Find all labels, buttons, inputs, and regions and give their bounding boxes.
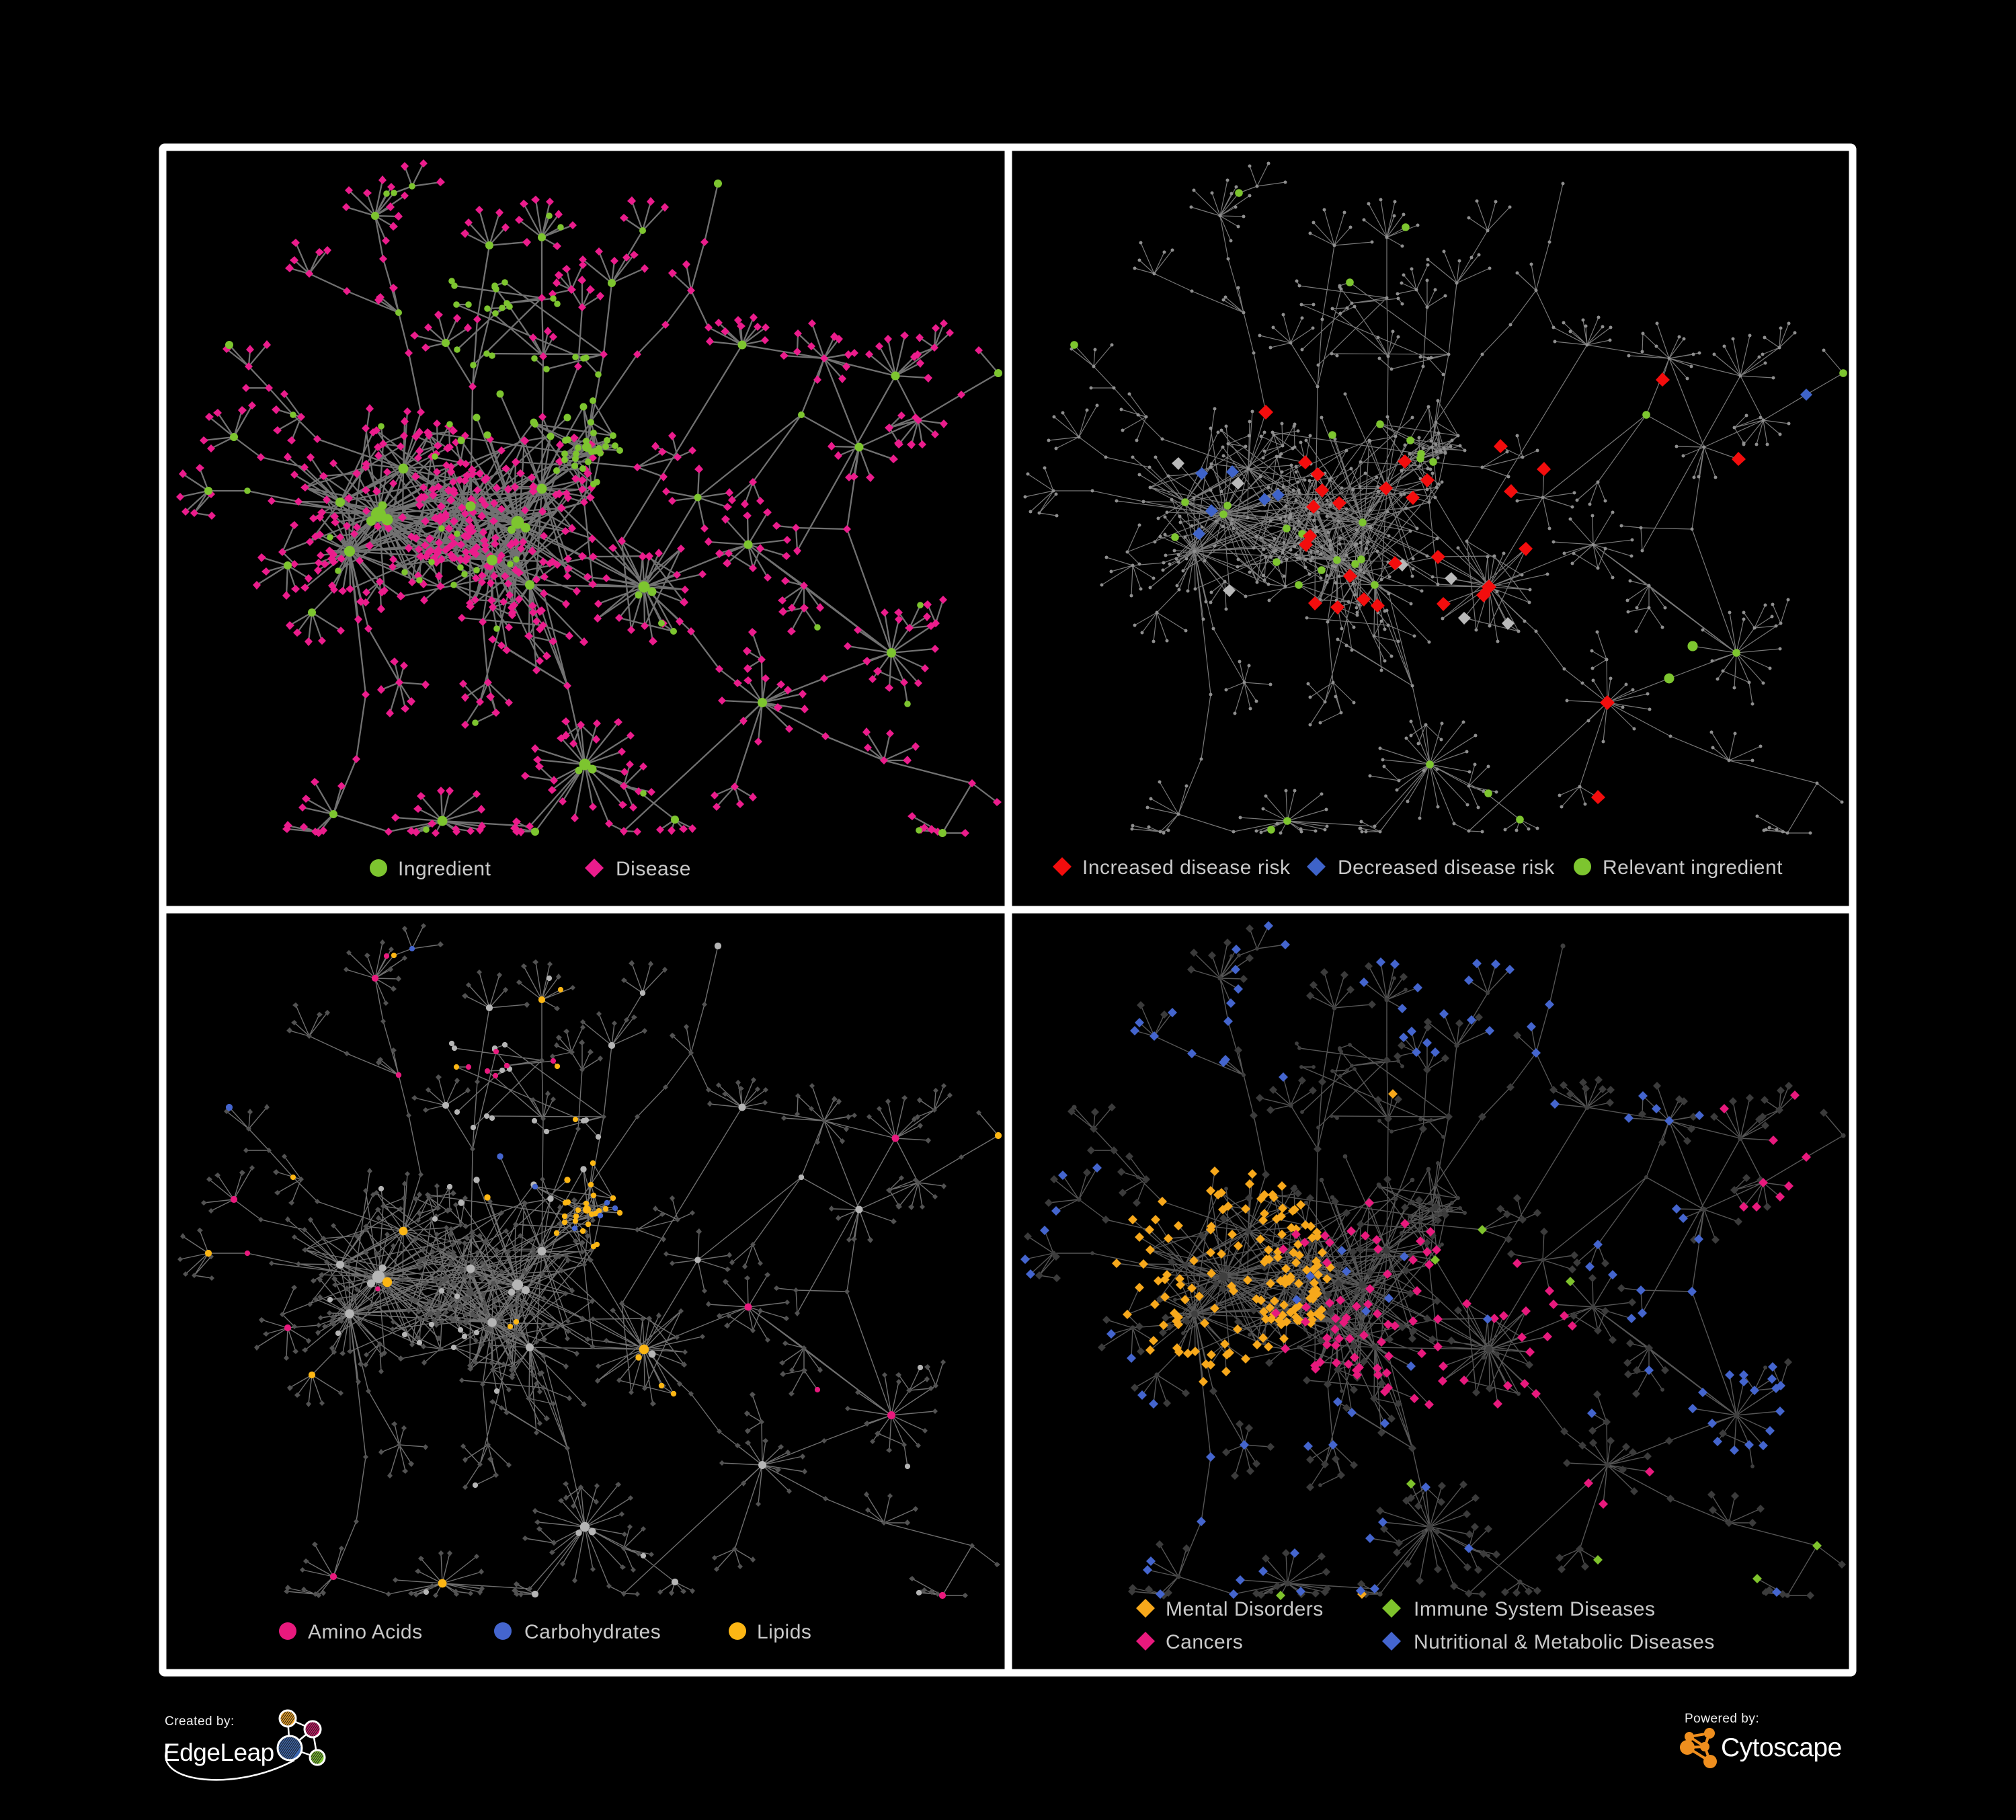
- svg-text:Amino Acids: Amino Acids: [308, 1621, 423, 1643]
- svg-text:Cytoscape: Cytoscape: [1721, 1733, 1842, 1762]
- svg-text:Immune System Diseases: Immune System Diseases: [1414, 1598, 1655, 1620]
- svg-text:Carbohydrates: Carbohydrates: [524, 1621, 661, 1643]
- svg-text:Created by:: Created by:: [165, 1714, 235, 1729]
- svg-text:Ingredient: Ingredient: [398, 858, 491, 880]
- svg-text:Cancers: Cancers: [1166, 1631, 1243, 1653]
- svg-text:Nutritional & Metabolic Diseas: Nutritional & Metabolic Diseases: [1414, 1631, 1715, 1653]
- svg-text:Lipids: Lipids: [757, 1621, 811, 1643]
- svg-text:EdgeLeap: EdgeLeap: [163, 1739, 274, 1766]
- svg-text:Disease: Disease: [616, 858, 691, 880]
- svg-text:Increased disease risk: Increased disease risk: [1082, 857, 1291, 879]
- svg-text:Powered by:: Powered by:: [1685, 1712, 1759, 1726]
- svg-text:Relevant ingredient: Relevant ingredient: [1603, 857, 1783, 879]
- svg-text:Decreased disease risk: Decreased disease risk: [1338, 857, 1555, 879]
- svg-text:Mental Disorders: Mental Disorders: [1166, 1598, 1324, 1620]
